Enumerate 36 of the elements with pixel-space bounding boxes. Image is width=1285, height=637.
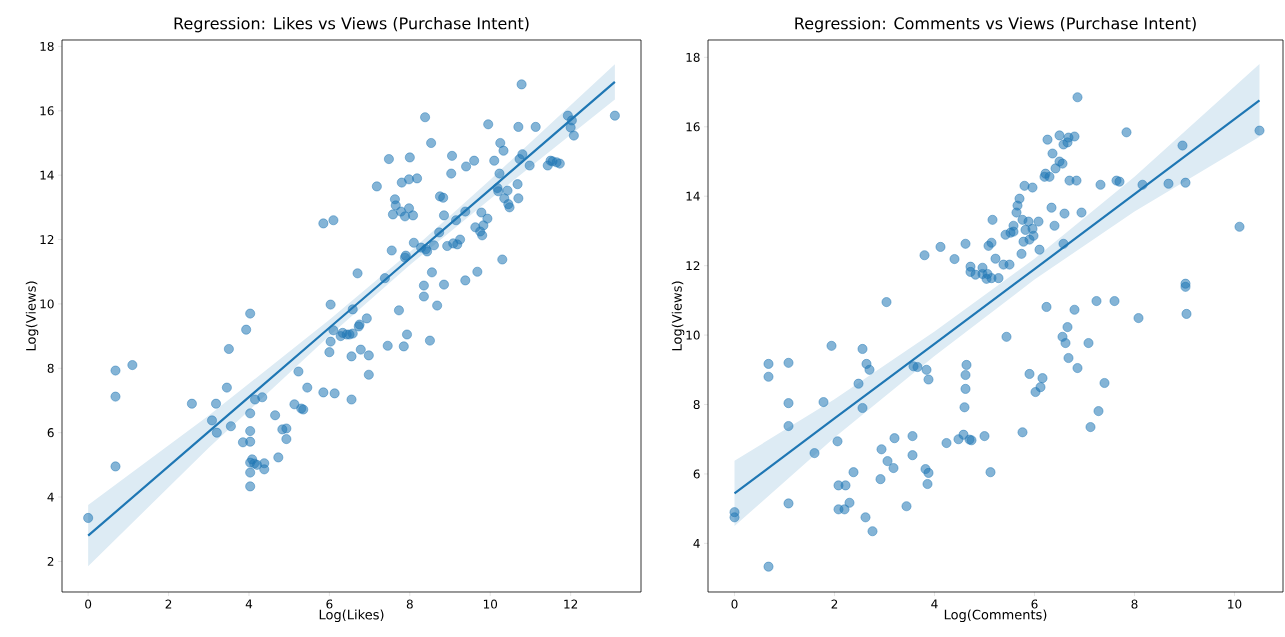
x-tick-label: 8 xyxy=(406,599,413,609)
chart-title: Regression: Likes vs Views (Purchase Intent) xyxy=(174,16,529,33)
y-tick-label: 12 xyxy=(686,261,700,271)
y-tick-label: 18 xyxy=(686,52,700,62)
x-axis-title: Log(Likes) xyxy=(319,609,384,623)
y-tick-label: 14 xyxy=(40,170,54,180)
x-tick-label: 10 xyxy=(483,599,498,609)
y-tick-label: 6 xyxy=(47,428,54,438)
y-tick-label: 16 xyxy=(40,106,54,116)
y-tick-label: 6 xyxy=(693,469,700,479)
y-tick-label: 4 xyxy=(693,539,700,548)
x-tick-label: 0 xyxy=(85,599,92,609)
x-tick-label: 6 xyxy=(1031,599,1038,609)
y-tick-label: 10 xyxy=(40,299,54,309)
x-tick-label: 0 xyxy=(731,599,738,609)
y-tick-label: 2 xyxy=(47,556,54,566)
x-tick-label: 4 xyxy=(245,599,253,609)
x-tick-label: 10 xyxy=(1228,599,1242,609)
y-tick-label: 10 xyxy=(686,330,700,340)
y-tick-label: 12 xyxy=(40,235,54,244)
x-tick-label: 2 xyxy=(831,599,838,609)
y-axis-title: Log(Views) xyxy=(25,281,39,351)
y-tick-label: 18 xyxy=(40,41,54,51)
y-tick-label: 8 xyxy=(693,399,700,410)
x-axis-title: Log(Comments) xyxy=(944,609,1047,623)
y-tick-label: 16 xyxy=(686,122,700,132)
y-tick-label: 14 xyxy=(686,191,700,201)
x-tick-label: 4 xyxy=(931,599,938,609)
x-tick-label: 2 xyxy=(165,599,172,609)
chart-title: Regression: Comments vs Views (Purchase Intent) xyxy=(795,16,1196,33)
y-tick-label: 8 xyxy=(47,363,54,373)
x-tick-label: 8 xyxy=(1131,599,1138,609)
y-axis-title: Log(Views) xyxy=(671,281,685,351)
x-tick-label: 6 xyxy=(326,599,333,609)
y-tick-label: 4 xyxy=(47,492,54,502)
x-tick-label: 12 xyxy=(564,599,578,609)
